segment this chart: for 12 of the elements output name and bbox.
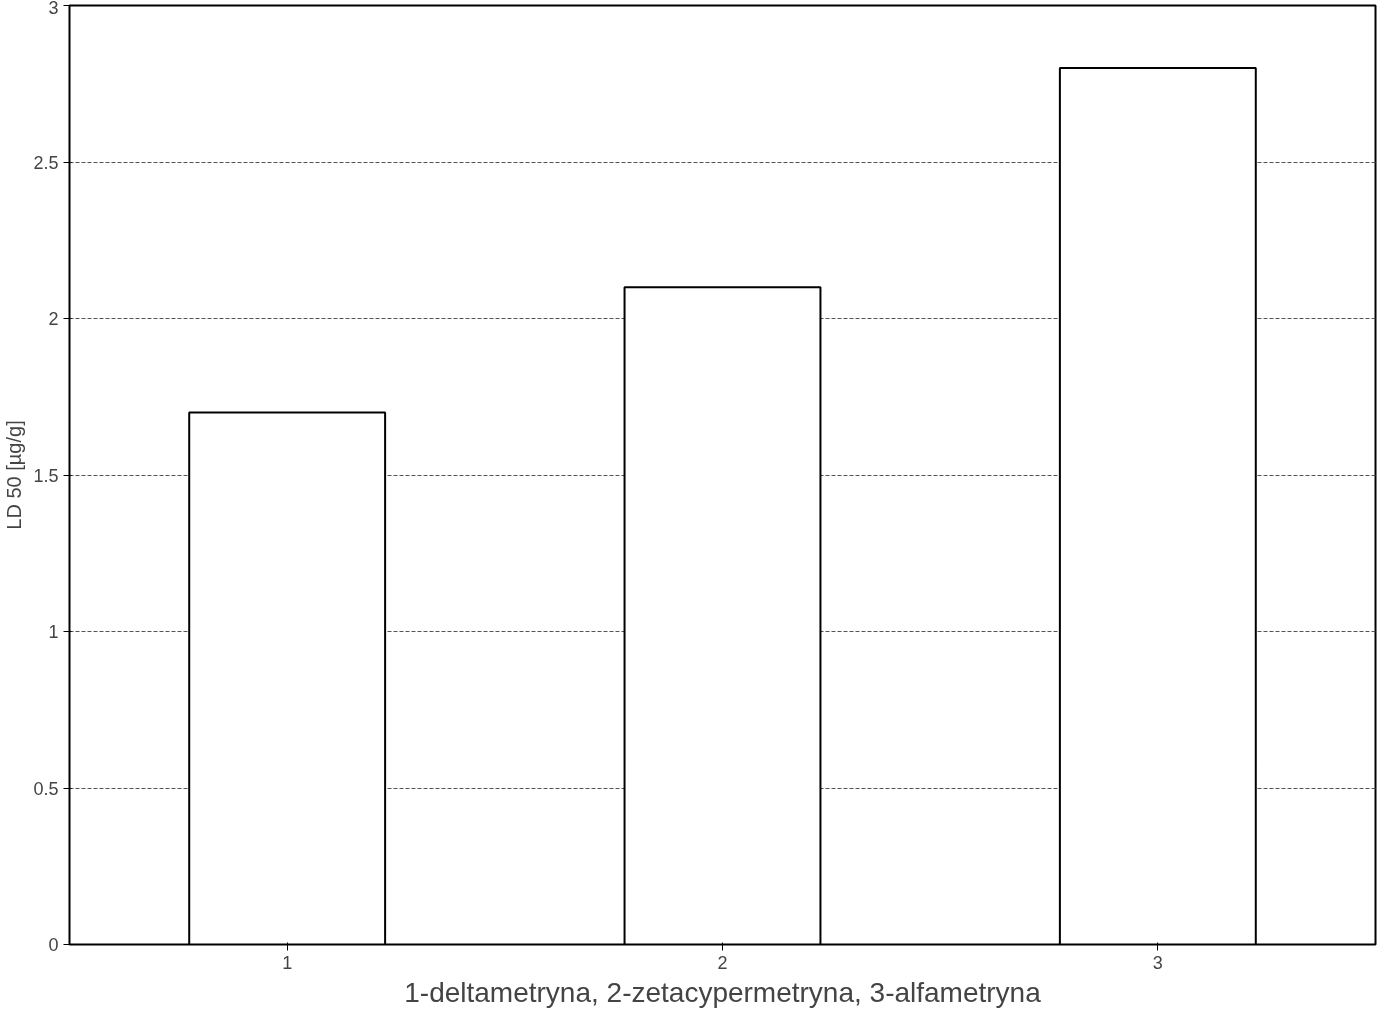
y-tick-label: 1.5 — [33, 465, 59, 486]
y-tick-label: 3 — [48, 0, 59, 18]
x-tick-label: 3 — [1152, 952, 1163, 973]
y-tick-label: 2 — [48, 309, 59, 329]
y-tick-label: 0 — [48, 935, 59, 955]
y-tick-label: 0.5 — [33, 778, 59, 799]
y-tick-label: 1 — [48, 622, 59, 642]
x-tick-label: 1 — [282, 952, 293, 973]
x-tick-label: 2 — [717, 952, 728, 973]
y-axis-title: LD 50 [µg/g] — [3, 420, 26, 530]
y-tick-label: 2.5 — [33, 152, 59, 173]
x-axis-title: 1-deltametryna, 2-zetacypermetryna, 3-alfametryna — [404, 976, 1042, 1008]
